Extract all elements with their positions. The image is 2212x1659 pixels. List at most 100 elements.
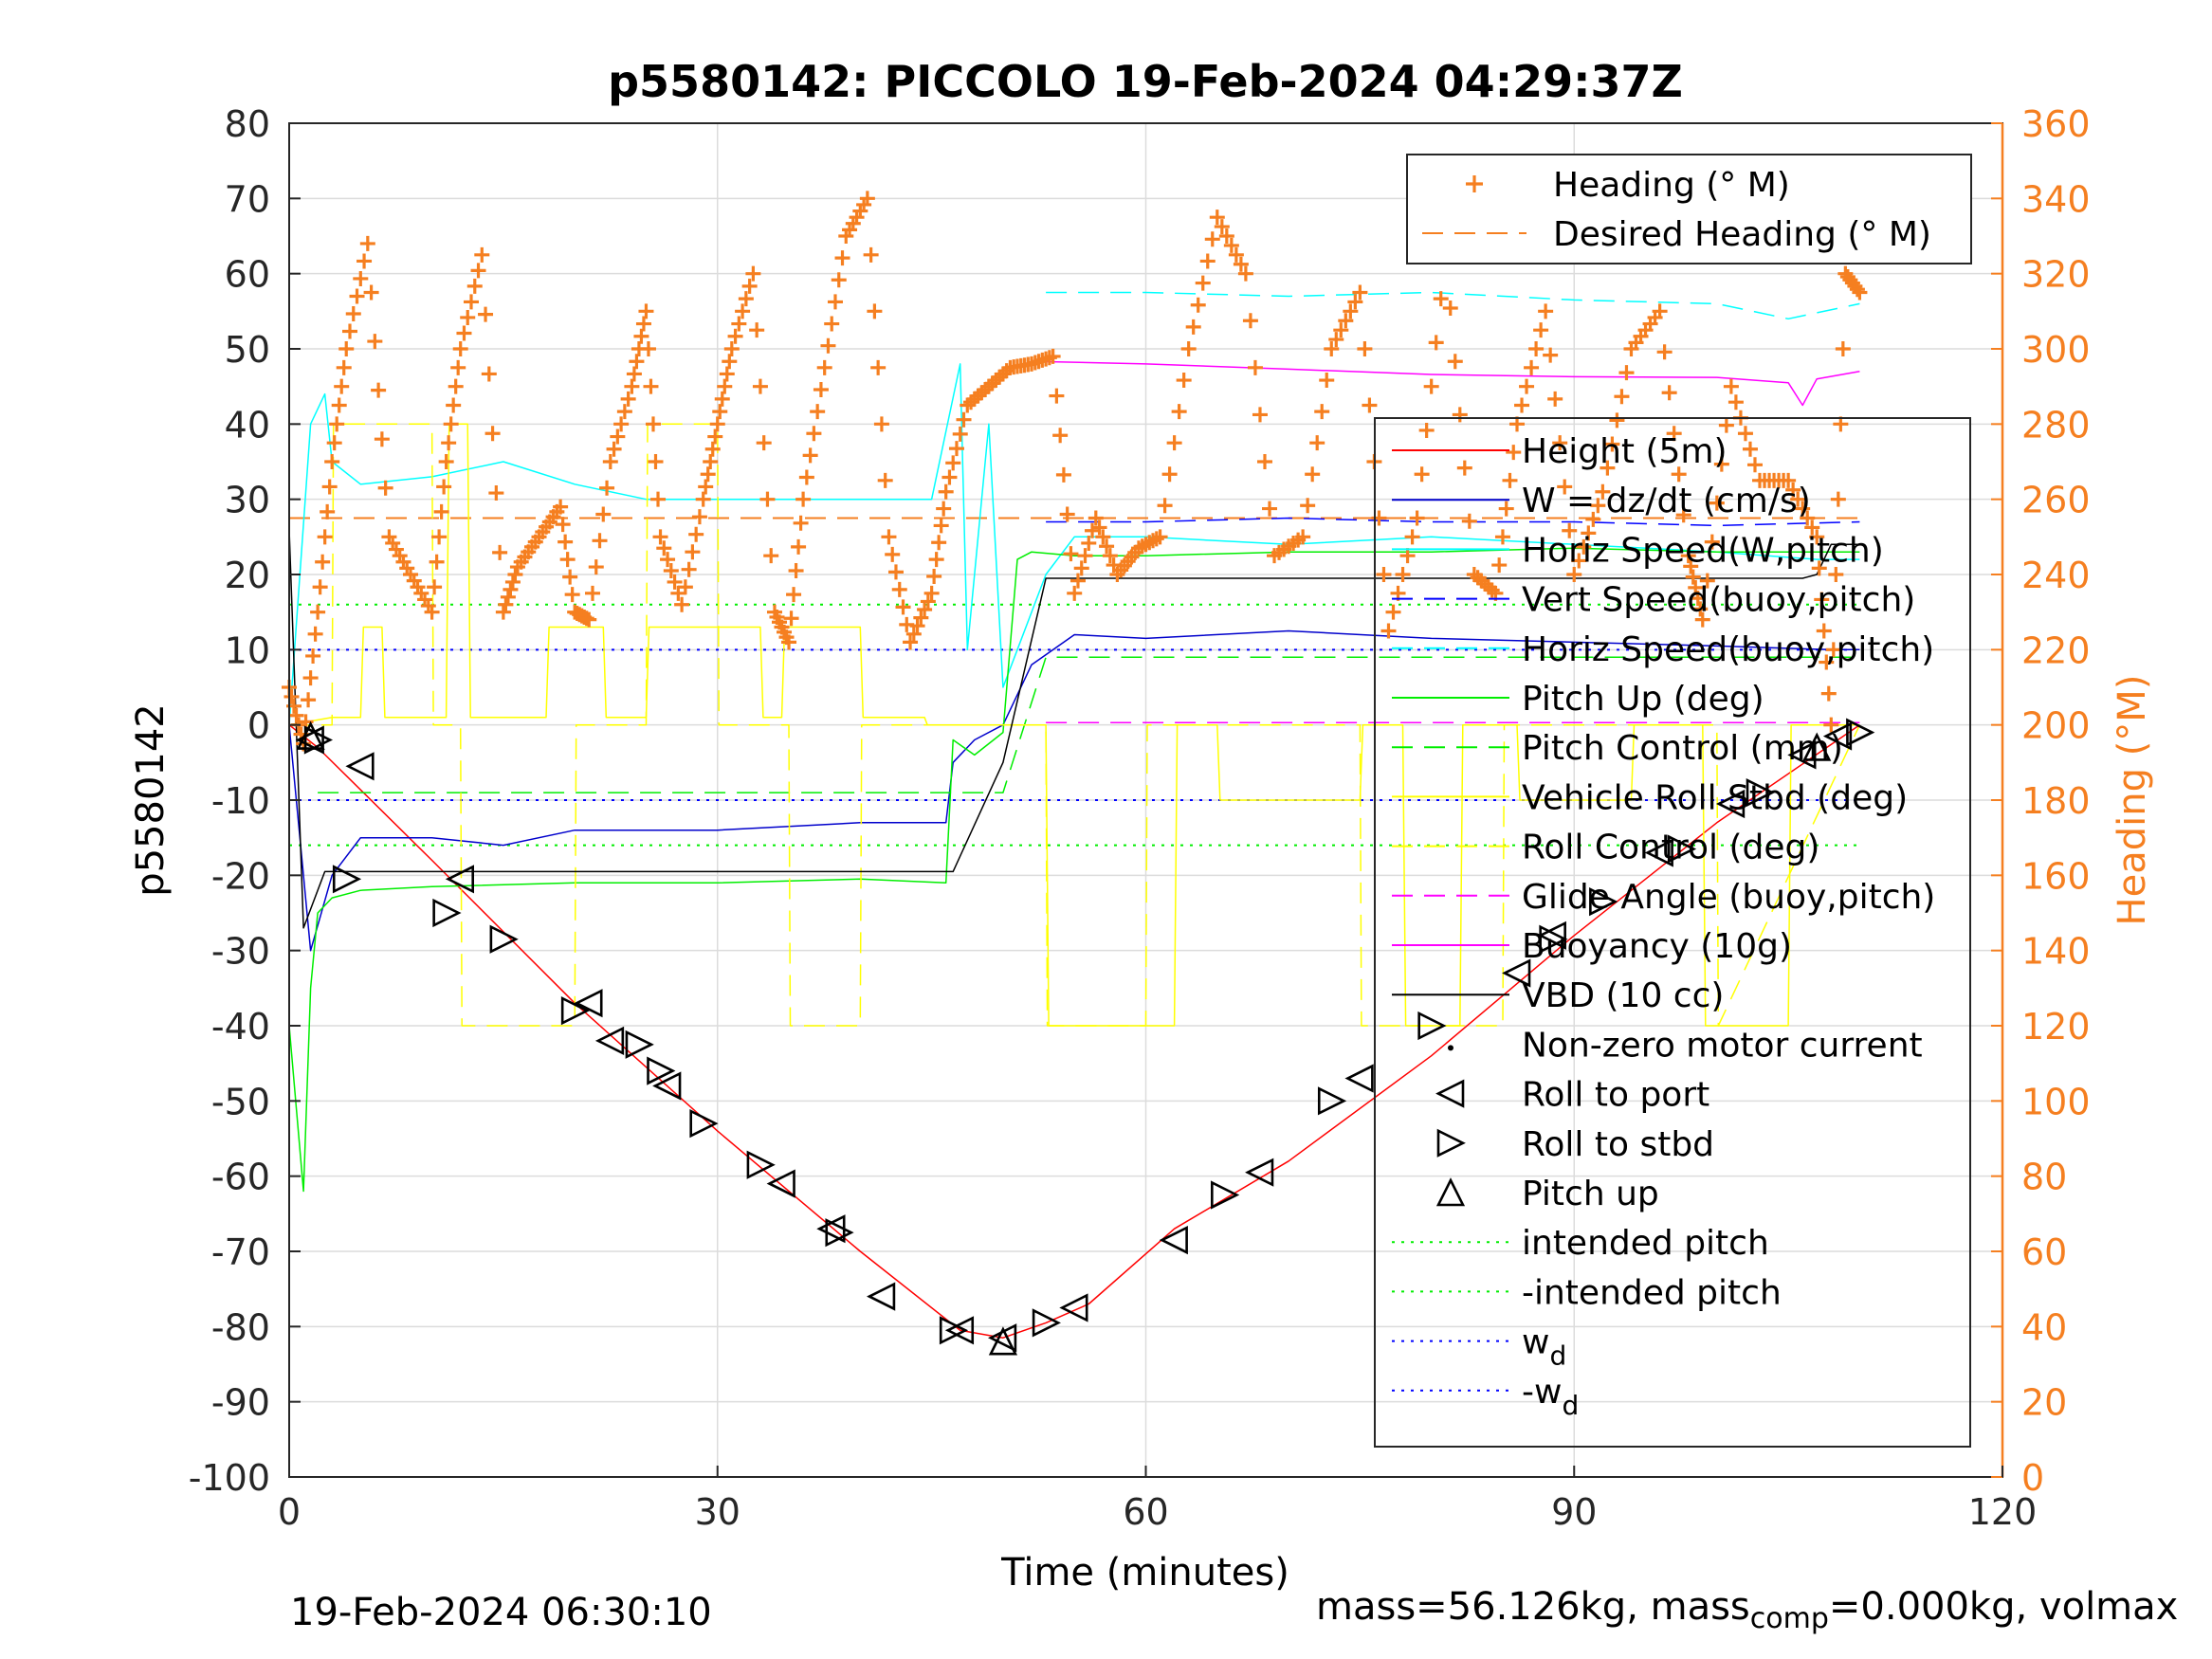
heading-marker — [1319, 373, 1335, 389]
legend-sample-plus — [1466, 175, 1483, 192]
heading-marker — [920, 593, 936, 610]
heading-marker — [873, 416, 889, 432]
footer-mass-sub: comp — [1749, 1602, 1829, 1635]
legend-label-pitch-up-deg-5: Pitch Up (deg) — [1522, 680, 1764, 719]
heading-marker — [1204, 231, 1220, 247]
heading-marker — [1328, 332, 1344, 348]
heading-marker — [446, 397, 462, 413]
heading-marker — [941, 469, 958, 485]
heading-marker — [703, 454, 719, 469]
heading-marker — [1571, 553, 1587, 569]
heading-marker — [558, 534, 574, 550]
heading-marker — [781, 634, 797, 650]
heading-marker — [1562, 522, 1578, 538]
roll-to-stbd-marker — [303, 725, 334, 755]
heading-marker — [345, 305, 361, 321]
heading-marker — [816, 359, 832, 375]
y-tick-label: 80 — [225, 103, 270, 145]
heading-marker — [1295, 529, 1311, 545]
heading-marker — [504, 574, 521, 590]
heading-marker — [1699, 573, 1715, 589]
heading-marker — [1849, 282, 1865, 298]
heading-marker — [633, 328, 649, 344]
heading-marker — [709, 416, 725, 432]
heading-marker — [478, 306, 494, 322]
y-tick-label: 0 — [247, 705, 270, 747]
roll-to-port-marker — [445, 865, 474, 894]
roll-to-stbd-marker — [1539, 924, 1568, 954]
heading-marker — [1404, 529, 1420, 545]
heading-marker — [895, 599, 911, 615]
y2-tick-label: 60 — [2021, 1231, 2067, 1273]
heading-marker — [484, 426, 501, 442]
heading-marker — [443, 416, 459, 432]
heading-marker — [1180, 341, 1197, 356]
y-tick-label: -80 — [211, 1306, 270, 1348]
footer-timestamp: 19-Feb-2024 06:30:10 — [290, 1591, 712, 1634]
heading-marker — [756, 435, 772, 451]
series-roll-control-deg — [289, 423, 1861, 1027]
heading-marker — [1428, 335, 1444, 351]
roll-to-port-marker — [867, 1282, 896, 1311]
heading-marker — [1262, 501, 1278, 517]
heading-marker — [1414, 466, 1430, 483]
legend-label-pitch-control-mm-6: Pitch Control (mm) — [1522, 729, 1843, 768]
heading-marker — [795, 491, 812, 507]
roll-to-stbd-marker — [1667, 834, 1697, 864]
heading-marker — [714, 391, 730, 407]
roll-to-port-marker — [574, 989, 603, 1018]
legend-label-vert-speed-buoy-pitch-3: Vert Speed(buoy,pitch) — [1522, 581, 1915, 620]
pitch-up-marker — [1802, 732, 1832, 761]
legend-label-pitch-up-15: Pitch up — [1522, 1175, 1659, 1213]
heading-marker — [326, 435, 342, 451]
y-tick-label: 70 — [225, 178, 270, 220]
heading-marker — [1614, 389, 1630, 405]
heading-marker — [283, 688, 300, 704]
heading-marker — [820, 337, 836, 354]
x-tick-label: 120 — [1968, 1491, 2038, 1533]
y-tick-label: -10 — [211, 780, 270, 822]
legend-label-vbd-10-cc-11: VBD (10 cc) — [1522, 976, 1724, 1015]
roll-to-stbd-marker — [647, 1056, 676, 1085]
heading-marker — [341, 323, 357, 339]
heading-marker — [881, 529, 897, 545]
heading-marker — [749, 322, 765, 338]
heading-marker — [1171, 404, 1187, 420]
footer-mass-text-2: =0.000kg, volmax — [1828, 1585, 2179, 1629]
heading-marker — [495, 604, 511, 620]
legend-sample-triangle — [1436, 1128, 1466, 1158]
heading-marker — [1362, 397, 1378, 413]
heading-marker — [1085, 522, 1101, 538]
heading-marker — [793, 515, 809, 531]
y-tick-label: -30 — [211, 931, 270, 973]
roll-to-port-marker — [652, 1071, 682, 1101]
y-tick-label: 20 — [225, 555, 270, 596]
heading-marker — [1409, 510, 1425, 526]
heading-marker — [1498, 501, 1514, 517]
roll-to-stbd-marker — [1317, 1086, 1347, 1116]
heading-marker — [492, 544, 508, 560]
series-pitch-control-mm — [318, 656, 1860, 793]
heading-marker — [1395, 567, 1411, 582]
legend-label-intended-pitch-16: intended pitch — [1522, 1224, 1769, 1263]
x-tick-label: 0 — [278, 1491, 301, 1533]
legend-label-glide-angle-buoy-pitch-9: Glide Angle (buoy,pitch) — [1522, 878, 1935, 917]
heading-marker — [1656, 344, 1673, 360]
heading-marker — [788, 563, 804, 579]
heading-marker — [1300, 498, 1316, 514]
heading-marker — [1069, 573, 1086, 589]
heading-marker — [1718, 417, 1734, 433]
heading-marker — [1519, 378, 1535, 394]
heading-marker — [463, 294, 479, 310]
heading-marker — [441, 435, 457, 451]
heading-marker — [635, 316, 651, 332]
heading-marker — [595, 506, 612, 522]
heading-marker — [1347, 294, 1363, 310]
data-series — [288, 291, 1861, 1339]
heading-marker — [359, 235, 375, 251]
heading-marker — [1423, 378, 1439, 394]
heading-marker — [923, 585, 940, 601]
heading-marker — [1380, 623, 1397, 639]
heading-marker — [707, 428, 723, 445]
heading-marker — [1199, 253, 1216, 269]
